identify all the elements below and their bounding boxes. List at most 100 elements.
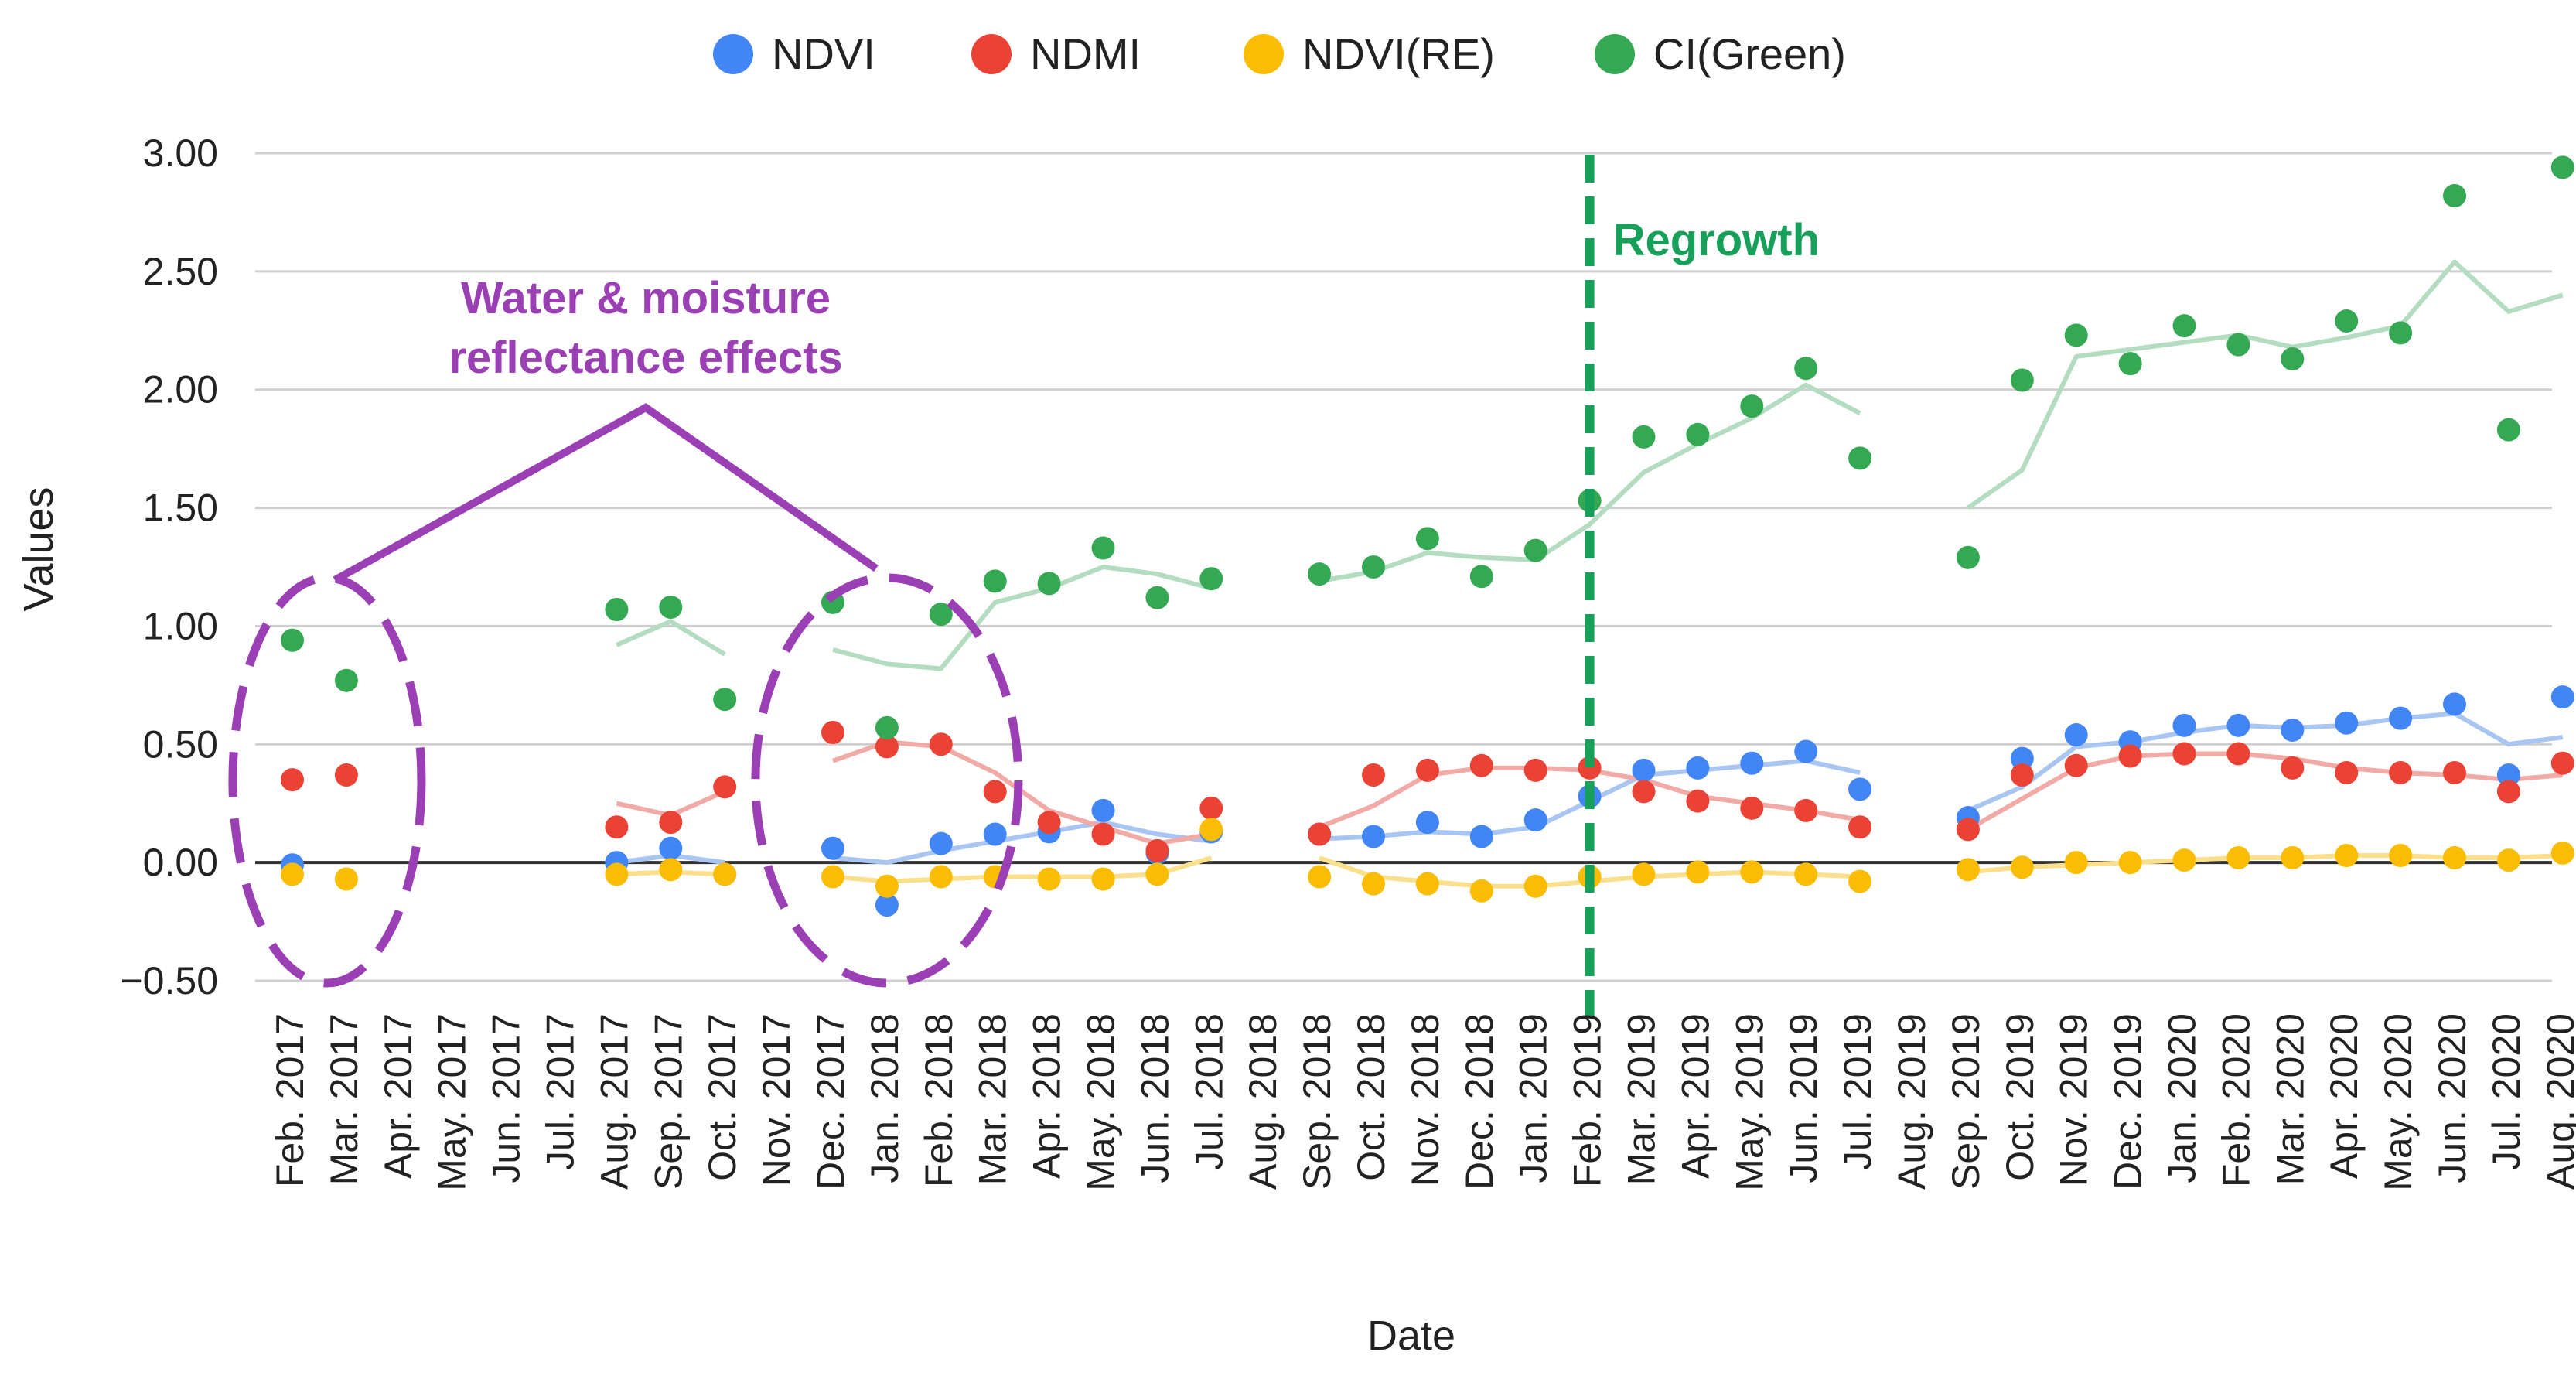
x-tick-label: Aug. 2018	[1241, 1013, 1285, 1190]
legend-label: CI(Green)	[1653, 29, 1846, 78]
x-tick-label: Jul. 2019	[1836, 1013, 1879, 1170]
x-tick-label: Feb. 2020	[2214, 1013, 2257, 1187]
y-tick-label: −0.50	[120, 959, 218, 1002]
point-cigreen	[2496, 418, 2520, 442]
point-ndvi	[1362, 825, 1385, 848]
point-cigreen	[1091, 536, 1115, 560]
point-ndvire	[281, 862, 304, 886]
point-ndmi	[1740, 796, 1764, 820]
point-ndmi	[875, 735, 899, 759]
point-cigreen	[2172, 314, 2196, 338]
point-ndvire	[1740, 860, 1764, 884]
point-cigreen	[1632, 425, 1656, 449]
point-ndmi	[281, 768, 304, 792]
water-effects-label: Water & moisture	[461, 273, 831, 323]
point-ndmi	[1578, 756, 1602, 780]
point-ndmi	[1632, 780, 1656, 804]
point-ndvi	[1469, 825, 1493, 848]
trend-line-cigreen	[832, 565, 1213, 671]
point-ndmi	[1362, 763, 1385, 787]
point-ndvi	[983, 822, 1007, 846]
x-tick-label: Jun. 2017	[485, 1013, 528, 1183]
point-ndmi	[2172, 742, 2196, 766]
point-ndmi	[1523, 758, 1547, 782]
point-ndvire	[929, 865, 953, 889]
trend-line-cigreen	[1319, 382, 1861, 584]
point-ndmi	[2550, 751, 2574, 775]
point-ndvire	[2550, 841, 2574, 865]
point-ndvire	[2118, 851, 2142, 875]
point-cigreen	[334, 668, 358, 692]
point-cigreen	[2281, 347, 2305, 370]
x-tick-label: Jan. 2018	[863, 1013, 906, 1183]
point-ndvire	[1145, 862, 1169, 886]
point-ndmi	[2226, 742, 2250, 766]
point-cigreen	[929, 603, 953, 627]
point-ndmi	[1794, 798, 1818, 822]
point-ndvi	[1091, 798, 1115, 822]
point-ndvire	[1523, 874, 1547, 898]
point-ndvi	[1415, 811, 1439, 835]
point-ndvi	[821, 836, 844, 860]
x-tick-label: Jun. 2020	[2431, 1013, 2474, 1183]
point-ndvire	[2172, 848, 2196, 872]
trend-line-ndmi	[1967, 751, 2564, 831]
x-tick-label: Mar. 2020	[2268, 1013, 2312, 1185]
point-ndvi	[875, 893, 899, 917]
y-tick-label: 0.50	[143, 722, 218, 766]
point-cigreen	[983, 569, 1007, 593]
point-ndvire	[1308, 865, 1332, 889]
point-ndvi	[2281, 718, 2305, 742]
point-cigreen	[281, 628, 304, 652]
trend-line-ndvi	[1967, 711, 2564, 813]
point-cigreen	[1523, 538, 1547, 562]
point-ndvi	[1740, 751, 1764, 775]
point-ndvi	[1848, 777, 1872, 801]
point-cigreen	[1362, 555, 1385, 579]
point-ndmi	[334, 763, 358, 787]
point-ndvi	[2496, 763, 2520, 787]
point-cigreen	[1415, 527, 1439, 551]
point-ndvire	[1037, 867, 1061, 891]
y-tick-label: 2.50	[143, 250, 218, 293]
point-cigreen	[1308, 562, 1332, 586]
x-tick-label: May. 2017	[431, 1013, 474, 1191]
point-ndvi	[2550, 685, 2574, 709]
y-tick-label: 2.00	[143, 368, 218, 411]
x-tick-label: Jul. 2017	[539, 1013, 582, 1170]
point-ndmi	[2443, 760, 2466, 784]
point-cigreen	[1037, 572, 1061, 596]
point-ndvi	[2389, 706, 2413, 730]
y-tick-label: 1.00	[143, 604, 218, 647]
point-cigreen	[2118, 352, 2142, 376]
x-tick-labels: Feb. 2017 Mar. 2017 Apr. 2017 May. 2017 Jun.…	[268, 1013, 2576, 1191]
point-ndvi	[2064, 723, 2088, 747]
point-ndmi	[1091, 822, 1115, 846]
x-tick-label: Jun. 2019	[1782, 1013, 1825, 1183]
point-ndvi	[1794, 739, 1818, 763]
x-tick-label: Jun. 2018	[1133, 1013, 1176, 1183]
point-ndvi	[1632, 758, 1656, 782]
point-ndvire	[2010, 855, 2034, 879]
point-cigreen	[1199, 567, 1223, 591]
x-tick-label: Aug. 2020	[2539, 1013, 2576, 1190]
y-tick-label: 0.00	[143, 841, 218, 884]
point-ndmi	[2496, 780, 2520, 804]
point-ndvire	[875, 874, 899, 898]
data-points	[281, 155, 2574, 917]
trend-line-cigreen	[616, 619, 726, 657]
point-ndmi	[1308, 822, 1332, 846]
legend-marker	[1244, 34, 1284, 74]
point-ndmi	[2335, 760, 2359, 784]
point-ndvi	[2443, 692, 2466, 716]
point-ndmi	[821, 721, 844, 744]
x-tick-label: Mar. 2018	[971, 1013, 1015, 1185]
point-cigreen	[1794, 357, 1818, 381]
point-ndmi	[1415, 758, 1439, 782]
x-tick-label: Nov. 2019	[2052, 1013, 2096, 1187]
point-ndvire	[2335, 843, 2359, 867]
legend-label: NDMI	[1030, 29, 1141, 78]
point-ndvi	[2172, 713, 2196, 737]
point-ndmi	[659, 811, 683, 835]
